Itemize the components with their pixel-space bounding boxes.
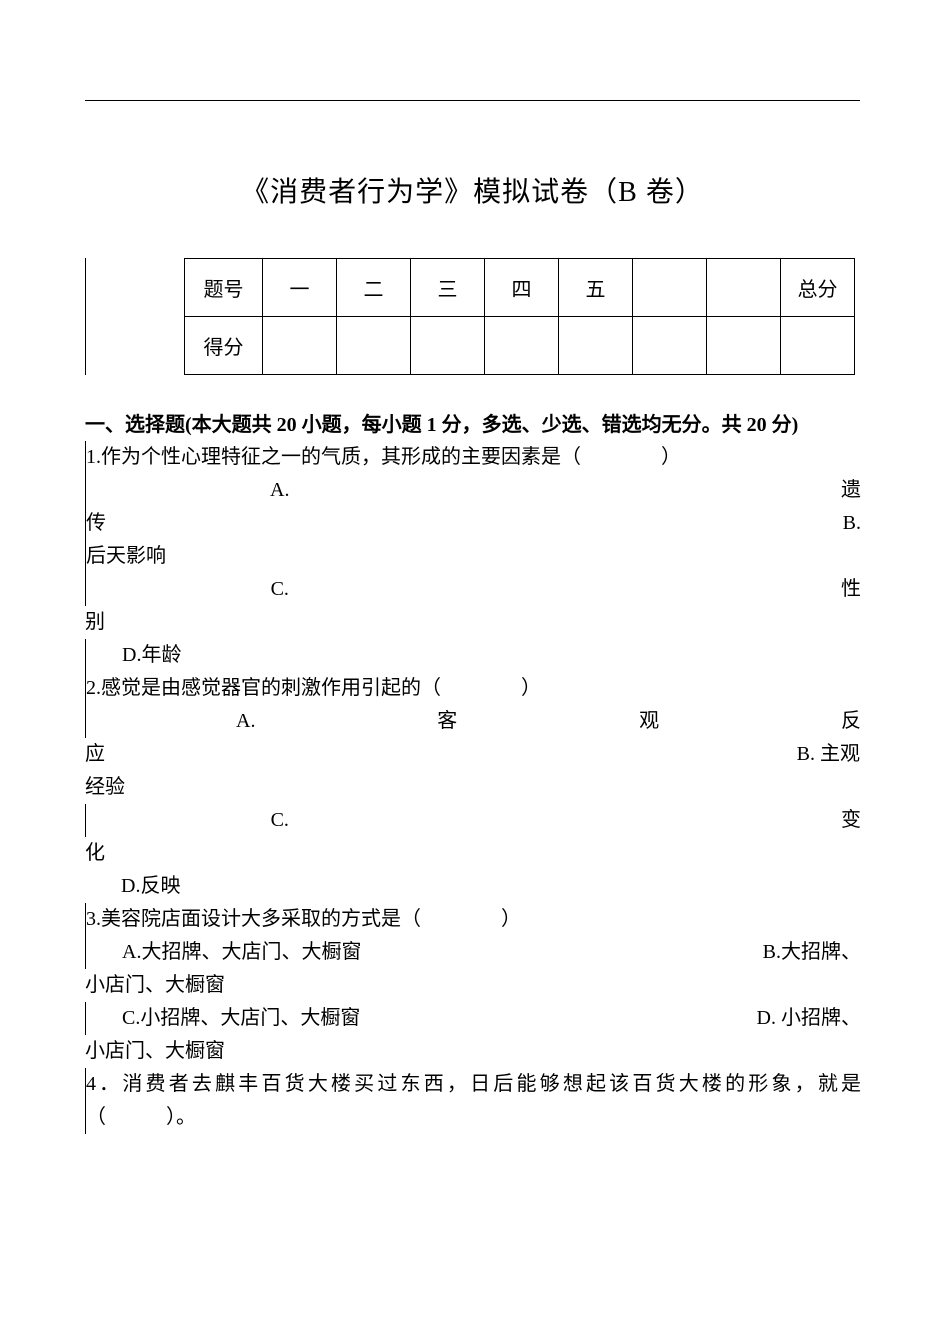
q1-A-text: 遗 (474, 474, 862, 507)
top-rule (85, 100, 860, 101)
q1-C-cont: 别 (85, 606, 860, 639)
td-cell (337, 317, 411, 375)
q2-optB-line: 应 B. 主观 (85, 738, 860, 771)
q3-optD-cont: 小店门、大橱窗 (85, 1035, 860, 1068)
table-block: 题号 一 二 三 四 五 总分 得分 (85, 258, 860, 375)
th-cell: 二 (337, 259, 411, 317)
q2-c-block: C. 变 (85, 804, 860, 837)
q2-stem: 2.感觉是由感觉器官的刺激作用引起的（ ） (86, 672, 860, 705)
td-cell: 得分 (185, 317, 263, 375)
q3-block2: C.小招牌、大店门、大橱窗 D. 小招牌、 (85, 1002, 860, 1035)
q2-C-text: 变 (474, 804, 862, 837)
q4-stem: 4．消费者去麒丰百货大楼买过东西，日后能够想起该百货大楼的形象，就是 (86, 1068, 861, 1101)
th-cell: 五 (559, 259, 633, 317)
q3-optA: A.大招牌、大店门、大橱窗 (86, 936, 361, 969)
score-table: 题号 一 二 三 四 五 总分 得分 (184, 258, 855, 375)
q1-C-marker: C. (86, 573, 474, 606)
q2-A-cont: 应 (85, 738, 105, 771)
td-cell (411, 317, 485, 375)
q3-optC: C.小招牌、大店门、大橱窗 (86, 1002, 360, 1035)
q2-B-marker: B. 主观 (797, 738, 860, 771)
q1-A-cont: 传 (86, 507, 106, 540)
th-cell: 总分 (781, 259, 855, 317)
q1-stem: 1.作为个性心理特征之一的气质，其形成的主要因素是（ ） (86, 441, 860, 474)
q3-line1: A.大招牌、大店门、大橱窗 B.大招牌、 (86, 936, 861, 969)
q1-block: 1.作为个性心理特征之一的气质，其形成的主要因素是（ ） A. 遗 传 B. 后… (85, 441, 860, 606)
q1-optB-line: 传 B. (86, 507, 861, 540)
td-cell (633, 317, 707, 375)
section-heading: 一、选择题(本大题共 20 小题，每小题 1 分，多选、少选、错选均无分。共 2… (85, 409, 860, 441)
q1-optA-line: A. 遗 (86, 474, 861, 507)
q4-stem2: （ ）。 (86, 1101, 860, 1134)
q3-optB-part: B.大招牌、 (763, 936, 861, 969)
q2-optD: D.反映 (85, 870, 860, 903)
q1-optD: D.年龄 (86, 639, 860, 672)
q2-optA-line: A. 客 观 反 (86, 705, 861, 738)
q1-d-block: D.年龄 2.感觉是由感觉器官的刺激作用引起的（ ） A. 客 观 反 (85, 639, 860, 738)
td-cell (707, 317, 781, 375)
th-cell (633, 259, 707, 317)
q3-optB-cont: 小店门、大橱窗 (85, 969, 860, 1002)
th-cell: 一 (263, 259, 337, 317)
q3-stem: 3.美容院店面设计大多采取的方式是（ ） (86, 903, 860, 936)
q1-B-marker: B. (843, 507, 861, 540)
th-cell (707, 259, 781, 317)
q2-B-text: 经验 (85, 771, 860, 804)
q1-optC-line: C. 性 (86, 573, 861, 606)
th-cell: 三 (411, 259, 485, 317)
q1-B-text: 后天影响 (86, 540, 860, 573)
td-cell (781, 317, 855, 375)
content-area: 题号 一 二 三 四 五 总分 得分 一、选 (85, 258, 860, 1134)
q1-C-text: 性 (474, 573, 862, 606)
q1-A-marker: A. (86, 474, 474, 507)
table-row: 得分 (185, 317, 855, 375)
table-row: 题号 一 二 三 四 五 总分 (185, 259, 855, 317)
q2-C-cont: 化 (85, 837, 860, 870)
q3-line2: C.小招牌、大店门、大橱窗 D. 小招牌、 (86, 1002, 861, 1035)
q2-C-marker: C. (86, 804, 474, 837)
th-cell: 四 (485, 259, 559, 317)
q3-optD-part: D. 小招牌、 (757, 1002, 861, 1035)
q3-block: 3.美容院店面设计大多采取的方式是（ ） A.大招牌、大店门、大橱窗 B.大招牌… (85, 903, 860, 969)
td-cell (559, 317, 633, 375)
page-title: 《消费者行为学》模拟试卷（B 卷） (0, 170, 945, 210)
q2-optC-line: C. 变 (86, 804, 861, 837)
q4-block: 4．消费者去麒丰百货大楼买过东西，日后能够想起该百货大楼的形象，就是 （ ）。 (85, 1068, 860, 1134)
th-cell: 题号 (185, 259, 263, 317)
td-cell (485, 317, 559, 375)
td-cell (263, 317, 337, 375)
